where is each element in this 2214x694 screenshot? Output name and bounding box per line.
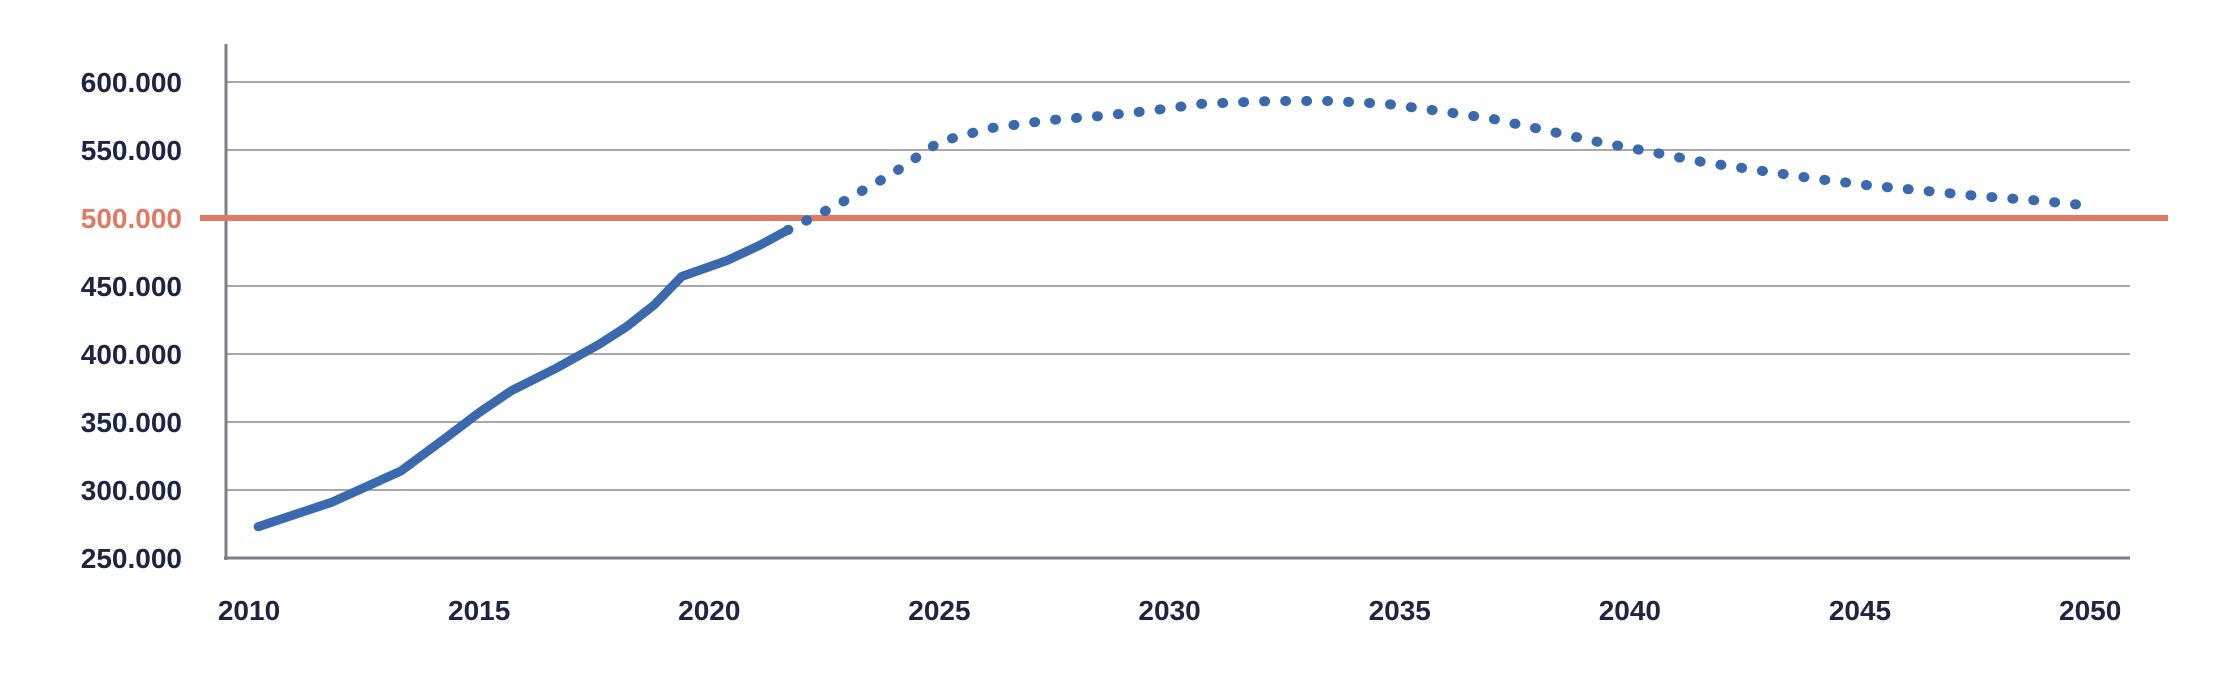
y-tick-label: 300.000	[81, 475, 182, 506]
y-tick-label: 500.000	[81, 203, 182, 234]
series-line-projection	[782, 96, 2096, 236]
x-tick-label: 2015	[448, 595, 510, 626]
x-tick-label: 2010	[218, 595, 280, 626]
y-tick-label: 350.000	[81, 407, 182, 438]
x-tick-label: 2030	[1138, 595, 1200, 626]
y-tick-labels: 250.000 300.000 350.000 400.000 450.000 500.0…	[81, 67, 182, 574]
x-tick-label: 2035	[1369, 595, 1431, 626]
y-tick-label: 400.000	[81, 339, 182, 370]
y-tick-label: 550.000	[81, 135, 182, 166]
y-tick-label: 250.000	[81, 543, 182, 574]
x-tick-label: 2025	[908, 595, 970, 626]
series-group	[253, 96, 2096, 532]
gridlines	[226, 81, 2130, 491]
x-tick-label: 2020	[678, 595, 740, 626]
x-tick-label: 2040	[1599, 595, 1661, 626]
series-line-historical	[253, 225, 792, 532]
x-tick-labels: 2010 2015 2020 2025 2030 2035 2040 2045 2050	[218, 595, 2121, 626]
y-tick-label: 450.000	[81, 271, 182, 302]
x-tick-label: 2050	[2059, 595, 2121, 626]
y-tick-label: 600.000	[81, 67, 182, 98]
x-tick-label: 2045	[1829, 595, 1891, 626]
axes	[224, 44, 2130, 560]
